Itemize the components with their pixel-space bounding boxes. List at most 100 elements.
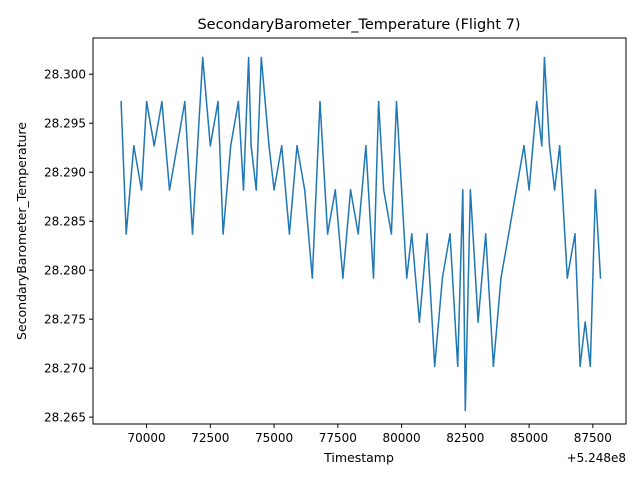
x-tick-label: 87500 [574,431,612,445]
data-point [548,145,551,147]
x-tick-label: 75000 [255,431,293,445]
data-point [288,233,291,235]
data-point [558,145,561,147]
data-point [133,145,135,147]
data-point [543,56,546,59]
y-tick-label: 28.290 [44,166,86,180]
data-point [464,409,467,412]
data-point [255,189,257,191]
data-point [237,100,240,103]
data-point [528,189,530,191]
data-point [311,277,314,279]
data-point [411,233,413,235]
data-point [365,145,367,147]
data-point [191,233,194,235]
data-point [260,56,263,59]
plot-frame [92,37,627,425]
y-tick-label: 28.280 [44,264,86,278]
data-point [303,189,306,191]
data-point [145,100,148,103]
data-point [273,189,275,191]
y-tick-label: 28.300 [44,68,86,82]
data-point [523,145,525,147]
data-point [456,365,459,368]
x-tick-label: 80000 [382,431,420,445]
data-point [168,189,171,191]
data-point [500,277,502,279]
data-point [433,365,436,368]
data-point [196,145,199,147]
data-point [574,233,576,235]
data-point [326,233,329,235]
x-tick-label: 77500 [319,431,357,445]
data-point [209,145,212,147]
data-point [153,145,155,147]
data-point [492,365,495,368]
data-point [176,145,178,147]
data-point [349,189,352,191]
x-axis: 70000 72500 75000 77500 80000 82500 85000 87500 [127,424,612,445]
x-tick-label: 72500 [191,431,229,445]
data-point [382,189,385,191]
data-point [566,277,569,279]
data-point [357,233,360,235]
y-axis: 28.265 28.270 28.275 28.280 28.285 28.290 28.2… [44,68,93,425]
data-point [484,233,487,235]
y-axis-title: SecondaryBarometer_Temperature [14,122,29,340]
data-point [553,189,556,191]
data-point [242,189,245,191]
data-point [449,233,451,235]
data-point [599,277,602,279]
data-point [594,189,597,191]
data-point [535,100,538,103]
x-tick-label: 82500 [446,431,484,445]
x-offset-label: +5.248e8 [567,451,626,465]
x-tick-label: 85000 [510,431,548,445]
y-tick-label: 28.270 [44,362,86,376]
y-tick-label: 28.295 [44,117,86,131]
y-tick-label: 28.275 [44,313,86,327]
data-point [418,321,421,323]
chart-title: SecondaryBarometer_Temperature (Flight 7… [197,17,520,33]
data-point [217,100,219,103]
data-point [507,233,510,235]
data-point [515,189,518,191]
data-point [250,145,252,147]
data-point [184,100,186,103]
data-point [229,145,232,147]
data-point [319,100,321,103]
x-axis-title: Timestamp [323,450,394,465]
y-tick-label: 28.265 [44,411,86,425]
data-point [477,321,479,323]
data-point [589,365,592,368]
data-point [541,145,543,147]
data-point [395,100,398,103]
data-point [469,189,472,191]
data-point [161,100,163,103]
data-point [377,100,380,103]
data-point [441,277,444,279]
data-point [296,145,298,147]
data-point [247,56,250,59]
data-point [201,56,204,59]
data-point [390,233,393,235]
data-point [268,145,270,147]
data-point [400,189,403,191]
y-tick-label: 28.285 [44,215,86,229]
data-point [405,277,408,279]
data-point [334,189,337,191]
data-point [125,233,127,235]
data-point [372,277,375,279]
data-point [342,277,344,279]
x-tick-label: 70000 [127,431,165,445]
data-point [584,321,586,323]
data-point [140,189,143,191]
series-layer [120,56,602,412]
data-point [280,145,283,147]
data-point [426,233,428,235]
data-point [462,189,464,191]
data-point [222,233,224,235]
data-point [579,365,581,368]
data-point [120,100,122,103]
